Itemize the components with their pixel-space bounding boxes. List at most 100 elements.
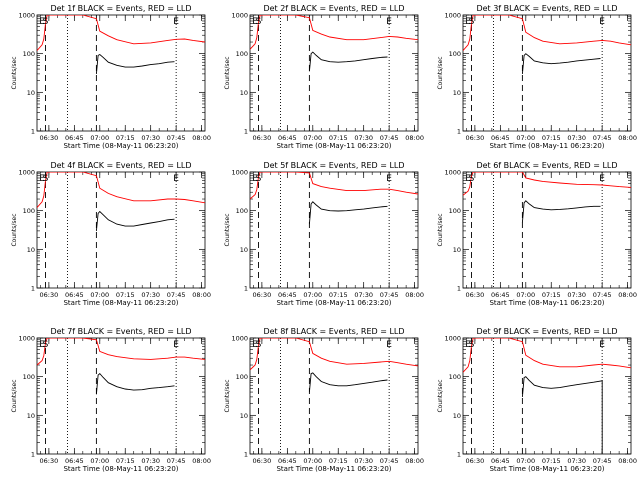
x-tick-label: 06:45	[491, 134, 510, 142]
x-tick-label: 06:30	[466, 457, 485, 465]
events-series-line	[308, 51, 388, 72]
chart-panel: Det 3f BLACK = Events, RED = LLD 1 10 100 10…	[437, 4, 637, 150]
chart-panel: Det 2f BLACK = Events, RED = LLD 1 10 100 10…	[224, 4, 424, 150]
x-tick-label: 07:00	[90, 457, 109, 465]
x-tick-label: 07:45	[380, 134, 399, 142]
series-group	[37, 338, 205, 395]
x-tick-label: 06:30	[466, 134, 485, 142]
x-tick-label: 07:00	[516, 134, 535, 142]
x-tick-label: 07:45	[167, 134, 186, 142]
chart-title: Det 3f BLACK = Events, RED = LLD	[476, 4, 617, 13]
y-tick-label: 1	[31, 128, 35, 136]
x-tick-label: 06:45	[65, 457, 84, 465]
x-tick-label: 07:45	[593, 291, 612, 299]
y-axis-label: Counts/sec	[11, 213, 18, 246]
y-tick-label: 1	[244, 451, 248, 459]
y-tick-label: 10	[240, 89, 248, 97]
x-tick-label: 07:30	[567, 457, 586, 465]
x-axis-label: Start Time (08-May-11 06:23:20)	[276, 142, 391, 150]
lld-series-line	[463, 338, 631, 373]
x-tick-label: 07:30	[354, 457, 373, 465]
time-marker-label: E	[599, 17, 605, 27]
x-tick-label: 07:00	[303, 134, 322, 142]
series-group	[463, 338, 631, 454]
x-tick-label: 07:15	[329, 291, 348, 299]
x-tick-label: 06:30	[253, 457, 272, 465]
x-tick-label: 07:15	[116, 291, 135, 299]
y-tick-label: 1000	[444, 12, 461, 20]
x-tick-label: 08:00	[405, 291, 424, 299]
x-axis-label: Start Time (08-May-11 06:23:20)	[63, 465, 178, 473]
x-tick-label: 07:45	[593, 457, 612, 465]
y-tick-label: 1000	[444, 169, 461, 177]
x-tick-label: 08:00	[618, 457, 637, 465]
x-tick-label: 07:00	[303, 291, 322, 299]
y-tick-label: 100	[236, 50, 248, 58]
chart-panel: Det 4f BLACK = Events, RED = LLD 1 10 100 10…	[11, 161, 211, 307]
y-tick-label: 10	[453, 89, 461, 97]
time-marker-label: S	[43, 340, 49, 350]
time-marker-label: S	[43, 17, 49, 27]
time-marker-label: E	[386, 340, 392, 350]
lld-series-line	[250, 172, 418, 200]
x-tick-label: 07:00	[516, 291, 535, 299]
plot-frame	[249, 171, 419, 289]
x-tick-label: 06:45	[65, 291, 84, 299]
series-group	[37, 15, 205, 74]
x-tick-label: 07:30	[354, 134, 373, 142]
time-marker-label: E	[173, 174, 179, 184]
y-axis-label: Counts/sec	[437, 56, 444, 89]
y-tick-label: 1000	[18, 335, 35, 343]
y-tick-label: 1000	[18, 12, 35, 20]
plot-frame	[36, 337, 206, 455]
time-marker-label: E	[173, 340, 179, 350]
lld-series-line	[37, 15, 205, 51]
time-marker-label: E	[252, 174, 258, 184]
y-tick-label: 1000	[231, 335, 248, 343]
x-axis-label: Start Time (08-May-11 06:23:20)	[63, 299, 178, 307]
lld-series-line	[463, 15, 631, 51]
x-axis-label: Start Time (08-May-11 06:23:20)	[489, 299, 604, 307]
x-tick-label: 07:45	[593, 134, 612, 142]
time-marker-label: E	[599, 174, 605, 184]
y-tick-label: 1	[457, 451, 461, 459]
x-tick-label: 07:15	[542, 291, 561, 299]
y-tick-label: 1000	[231, 169, 248, 177]
x-tick-label: 06:30	[253, 291, 272, 299]
events-series-line	[308, 372, 388, 393]
chart-panel: Det 8f BLACK = Events, RED = LLD 1 10 100 10…	[224, 327, 424, 473]
x-tick-label: 06:45	[278, 291, 297, 299]
y-tick-label: 1	[31, 451, 35, 459]
time-marker-label: S	[256, 17, 262, 27]
y-axis-label: Counts/sec	[224, 379, 231, 412]
x-axis-label: Start Time (08-May-11 06:23:20)	[489, 142, 604, 150]
x-tick-label: 07:00	[90, 134, 109, 142]
x-tick-label: 08:00	[618, 134, 637, 142]
lld-series-line	[37, 338, 205, 366]
time-marker-label: E	[252, 340, 258, 350]
time-marker-label: E	[465, 17, 471, 27]
y-tick-label: 100	[236, 373, 248, 381]
x-tick-label: 06:45	[278, 457, 297, 465]
x-tick-label: 07:15	[542, 457, 561, 465]
time-marker-label: S	[43, 174, 49, 184]
chart-title: Det 1f BLACK = Events, RED = LLD	[50, 4, 191, 13]
x-tick-label: 07:30	[141, 291, 160, 299]
time-marker-label: E	[465, 174, 471, 184]
chart-title: Det 4f BLACK = Events, RED = LLD	[50, 161, 191, 170]
plot-frame	[36, 171, 206, 289]
x-tick-label: 07:15	[116, 134, 135, 142]
y-tick-label: 10	[27, 412, 35, 420]
lld-series-line	[37, 172, 205, 208]
lld-series-line	[250, 338, 418, 371]
time-marker-label: E	[386, 174, 392, 184]
events-series-line	[95, 53, 175, 74]
plot-frame	[462, 14, 632, 132]
time-marker-label: E	[173, 17, 179, 27]
time-marker-label: E	[39, 17, 45, 27]
chart-title: Det 6f BLACK = Events, RED = LLD	[476, 161, 617, 170]
x-tick-label: 06:45	[278, 134, 297, 142]
events-series-line	[95, 372, 175, 395]
chart-title: Det 8f BLACK = Events, RED = LLD	[263, 327, 404, 336]
y-tick-label: 100	[23, 373, 35, 381]
